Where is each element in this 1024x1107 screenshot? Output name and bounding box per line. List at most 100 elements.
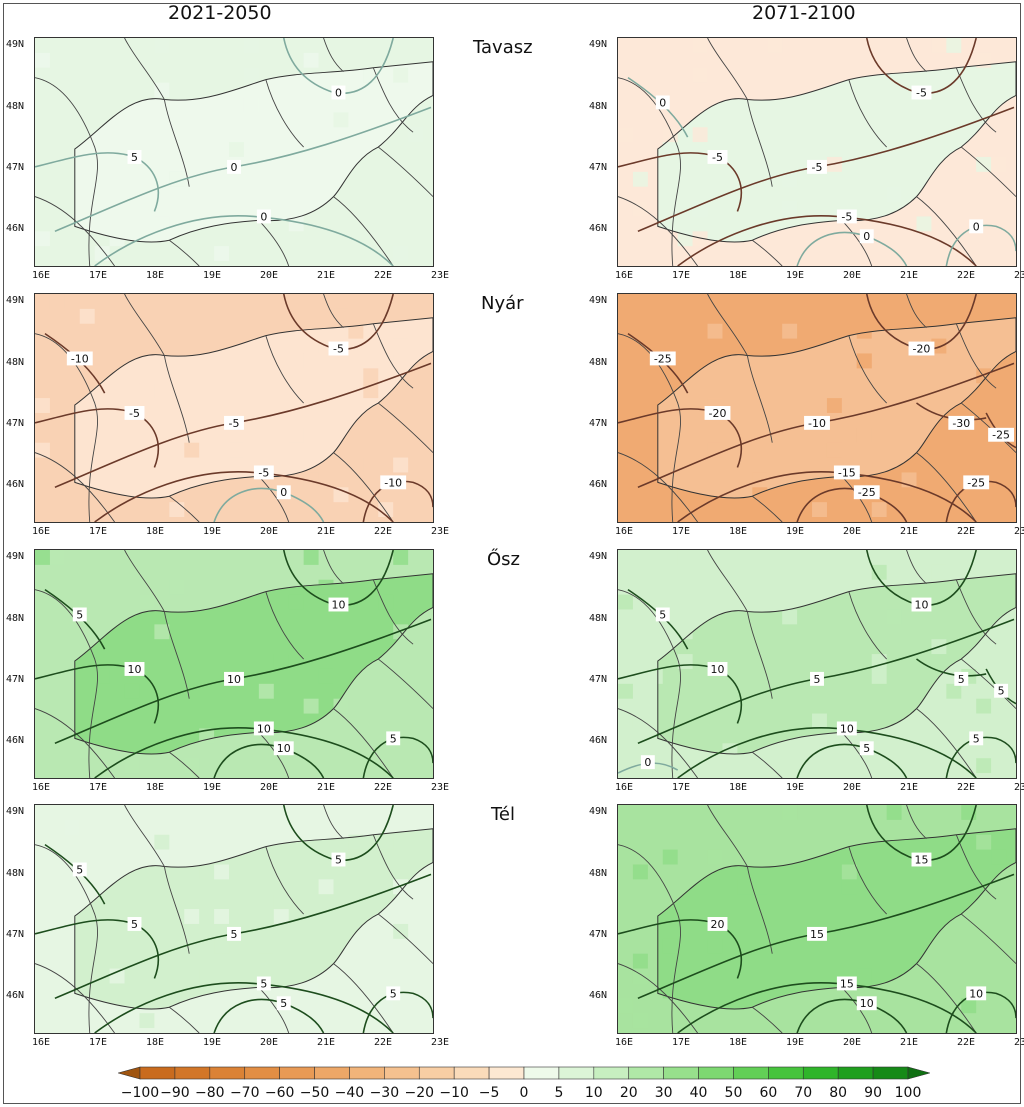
grid-cell (782, 201, 798, 217)
contour-label-box (72, 607, 87, 622)
longitude-tick-label: 19E (786, 270, 805, 281)
shaded-region (74, 317, 433, 499)
admin-border (841, 732, 873, 778)
admin-border (848, 591, 887, 660)
grid-cell (976, 698, 992, 714)
grid-cell (243, 67, 259, 83)
grid-cell (886, 609, 902, 625)
contour-label: 5 (998, 685, 1005, 698)
admin-border (323, 294, 344, 329)
grid-cell (214, 909, 230, 924)
legend-tick-label: 90 (864, 1085, 882, 1101)
admin-border (618, 589, 681, 778)
grid-cell (886, 186, 902, 202)
admin-border (372, 67, 414, 133)
longitude-tick-label: 17E (89, 526, 108, 537)
contour-line (916, 658, 987, 677)
grid-cell (154, 834, 170, 850)
grid-cell (169, 579, 185, 595)
longitude-tick-label: 17E (89, 1037, 108, 1048)
longitude-tick-label: 23E (431, 270, 450, 281)
map-panel-far-1: -5 -5 -5 -5 0 0 0 (617, 37, 1017, 267)
admin-border (169, 239, 200, 266)
admin-border (906, 38, 927, 73)
contour-line (945, 224, 1016, 266)
latitude-tick-label: 49N (589, 551, 608, 562)
contour-label-box (655, 95, 670, 110)
longitude-tick-label: 19E (786, 782, 805, 793)
admin-border (916, 196, 977, 266)
contour-label-box (707, 917, 728, 931)
grid-cell (378, 353, 394, 369)
longitude-tick-label: 19E (786, 1037, 805, 1048)
admin-border (35, 333, 98, 522)
grid-cell (288, 216, 304, 232)
contour-label-box (810, 671, 824, 686)
contour-label: 5 (76, 608, 83, 621)
grid-cell (916, 216, 932, 232)
grid-cell (662, 550, 678, 565)
admin-border (848, 846, 887, 915)
latitude-tick-label: 48N (6, 868, 25, 879)
grid-cell (782, 805, 798, 820)
legend-tick-label: 30 (655, 1085, 673, 1101)
contour-label-box (224, 415, 244, 430)
grid-cell (214, 246, 230, 262)
contour-label: -30 (952, 417, 970, 430)
grid-cell (647, 383, 663, 399)
colorbar-legend: −100 −90 −80 −70 −60 −50 −40 −30 −20 −10 −5 0 5 10 20 3… (118, 1066, 930, 1101)
contour-label: -5 (229, 417, 240, 430)
contour-label-box (988, 427, 1015, 442)
legend-tick-label: 10 (585, 1085, 603, 1101)
longitude-tick-label: 20E (843, 1037, 862, 1048)
grid-cell (976, 758, 992, 774)
map-panel-far-4: 15 15 15 20 10 10 (617, 804, 1017, 1034)
longitude-tick-label: 20E (260, 1037, 279, 1048)
contour-label: -5 (129, 407, 140, 420)
grid-cell (618, 127, 633, 143)
contour-label: 0 (659, 96, 666, 109)
grid-cell (976, 668, 992, 684)
country-border (74, 317, 433, 499)
map-canvas: 10 10 10 10 10 5 5 (35, 550, 433, 778)
shaded-region (657, 61, 1016, 243)
grid-cell (333, 112, 349, 128)
grid-cell (303, 472, 319, 488)
contour-label: 0 (231, 161, 238, 174)
longitude-tick-label: 22E (957, 782, 976, 793)
longitude-tick-label: 23E (1014, 526, 1024, 537)
grid-cell (49, 294, 65, 309)
contour-label: -5 (333, 343, 344, 356)
contour-label-box (836, 976, 857, 991)
latitude-tick-label: 46N (589, 479, 608, 490)
contour-label: 0 (973, 220, 980, 233)
longitude-tick-label: 20E (843, 526, 862, 537)
contour-label-box (948, 415, 975, 430)
grid-cell (94, 246, 110, 262)
longitude-tick-label: 22E (374, 782, 393, 793)
grid-cell (692, 67, 708, 83)
contour-line (94, 982, 394, 1033)
map-panel-far-2: -10 -15 -20 -20 -25 -25 -25 -25 -30 (617, 293, 1017, 523)
longitude-tick-label: 22E (957, 1037, 976, 1048)
longitude-tick-label: 21E (317, 270, 336, 281)
map-canvas: 5 10 10 10 5 5 5 5 5 0 (618, 550, 1016, 778)
legend-swatch (279, 1066, 315, 1080)
legend-tick-label: 5 (554, 1085, 563, 1101)
grid-cell (991, 849, 1007, 865)
grid-cell (662, 142, 678, 157)
grid-cell (632, 953, 648, 969)
legend-swatch (837, 1066, 874, 1080)
grid-cell (752, 472, 768, 488)
grid-cell (782, 609, 798, 625)
grid-cell (303, 52, 319, 68)
contour-label: 15 (915, 854, 929, 867)
contour-label-box (328, 341, 349, 356)
admin-border (124, 294, 165, 356)
admin-border (618, 844, 681, 1033)
grid-cell (393, 246, 409, 262)
legend-tick-label: 20 (620, 1085, 638, 1101)
grid-cell (199, 864, 215, 880)
contour-label-box (655, 607, 670, 622)
